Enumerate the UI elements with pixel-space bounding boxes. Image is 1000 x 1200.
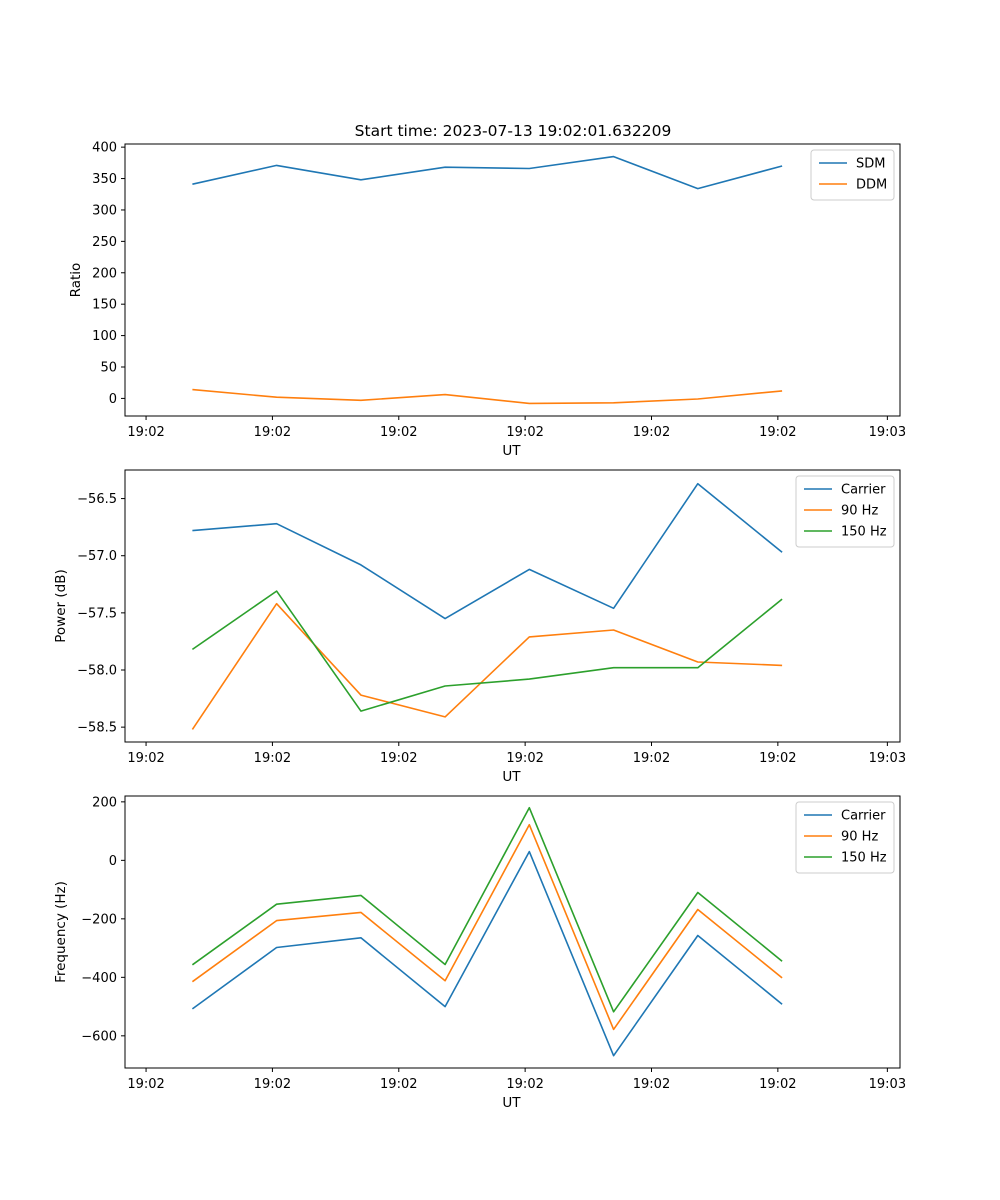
y-tick-label: −56.5: [77, 492, 117, 507]
x-tick-label: 19:02: [633, 425, 670, 440]
x-tick-label: 19:02: [506, 1077, 543, 1092]
legend-label: 90 Hz: [841, 504, 878, 519]
legend-label: DDM: [856, 178, 887, 193]
y-tick-label: 0: [109, 854, 117, 869]
x-tick-label: 19:02: [254, 751, 291, 766]
y-tick-label: 0: [109, 392, 117, 407]
legend-label: 150 Hz: [841, 851, 887, 866]
series-line-carrier: [192, 482, 783, 620]
y-axis-label: Power (dB): [53, 569, 69, 642]
y-axis-label: Frequency (Hz): [53, 881, 69, 983]
x-tick-label: 19:02: [506, 751, 543, 766]
y-tick-label: 250: [92, 235, 117, 250]
x-tick-label: 19:03: [869, 425, 906, 440]
x-tick-label: 19:02: [759, 751, 796, 766]
series-line-sdm: [192, 155, 783, 190]
legend: SDM DDM: [810, 149, 895, 201]
legend-label: SDM: [856, 157, 885, 172]
x-tick-label: 19:02: [759, 425, 796, 440]
x-tick-label: 19:02: [127, 1077, 164, 1092]
y-tick-label: 50: [100, 361, 117, 376]
y-tick-label: −57.5: [77, 606, 117, 621]
y-tick-label: −200: [81, 912, 117, 927]
legend-label: 150 Hz: [841, 525, 887, 540]
y-tick-label: 400: [92, 141, 117, 156]
x-tick-label: 19:02: [127, 751, 164, 766]
series-line-ddm: [192, 388, 783, 405]
y-axis-label: Ratio: [68, 263, 84, 298]
figure-title: Start time: 2023-07-13 19:02:01.632209: [355, 122, 672, 140]
x-tick-label: 19:03: [869, 1077, 906, 1092]
axes-frame: [124, 143, 901, 417]
x-tick-label: 19:02: [127, 425, 164, 440]
y-tick-label: 200: [92, 795, 117, 810]
x-tick-label: 19:02: [380, 1077, 417, 1092]
x-tick-label: 19:02: [380, 751, 417, 766]
x-tick-label: 19:02: [633, 751, 670, 766]
legend-label: Carrier: [841, 809, 886, 824]
y-tick-label: −57.0: [77, 549, 117, 564]
axes-frame: [124, 795, 901, 1069]
series-line-carrier: [191, 850, 783, 1057]
y-tick-label: −58.0: [77, 664, 117, 679]
y-tick-label: 100: [92, 329, 117, 344]
y-tick-label: 350: [92, 172, 117, 187]
series-line-90-hz: [191, 823, 783, 1031]
x-tick-label: 19:02: [380, 425, 417, 440]
legend: Carrier 90 Hz 150 Hz: [795, 475, 895, 548]
legend-label: 90 Hz: [841, 830, 878, 845]
x-tick-label: 19:02: [254, 1077, 291, 1092]
x-axis-label: UT: [502, 443, 521, 459]
x-tick-label: 19:02: [633, 1077, 670, 1092]
ratio-panel: 0 50 100 150 200 250 300 350 400 19:02 19:02 19:02 1…: [68, 141, 906, 459]
x-tick-label: 19:02: [254, 425, 291, 440]
y-tick-label: 150: [92, 298, 117, 313]
x-tick-label: 19:02: [506, 425, 543, 440]
legend-box: [795, 475, 895, 548]
y-tick-label: −600: [81, 1029, 117, 1044]
y-tick-label: 300: [92, 203, 117, 218]
series-line-150-hz: [191, 590, 783, 712]
x-tick-label: 19:03: [869, 751, 906, 766]
legend-label: Carrier: [841, 483, 886, 498]
legend: Carrier 90 Hz 150 Hz: [795, 801, 895, 874]
x-tick-label: 19:02: [759, 1077, 796, 1092]
frequency-panel: −600 −400 −200 0 200 19:02 19:02 19:02 19:02 19:0…: [53, 795, 906, 1111]
power-panel: −58.5 −58.0 −57.5 −57.0 −56.5 19:02 19:02 19:02…: [53, 469, 906, 785]
y-tick-label: −400: [81, 971, 117, 986]
legend-box: [795, 801, 895, 874]
axes-frame: [124, 469, 901, 743]
series-line-150-hz: [191, 806, 783, 1013]
y-tick-label: −58.5: [77, 721, 117, 736]
x-axis-label: UT: [502, 769, 521, 785]
y-tick-label: 200: [92, 266, 117, 281]
series-line-90-hz: [191, 602, 783, 730]
x-axis-label: UT: [502, 1095, 521, 1111]
